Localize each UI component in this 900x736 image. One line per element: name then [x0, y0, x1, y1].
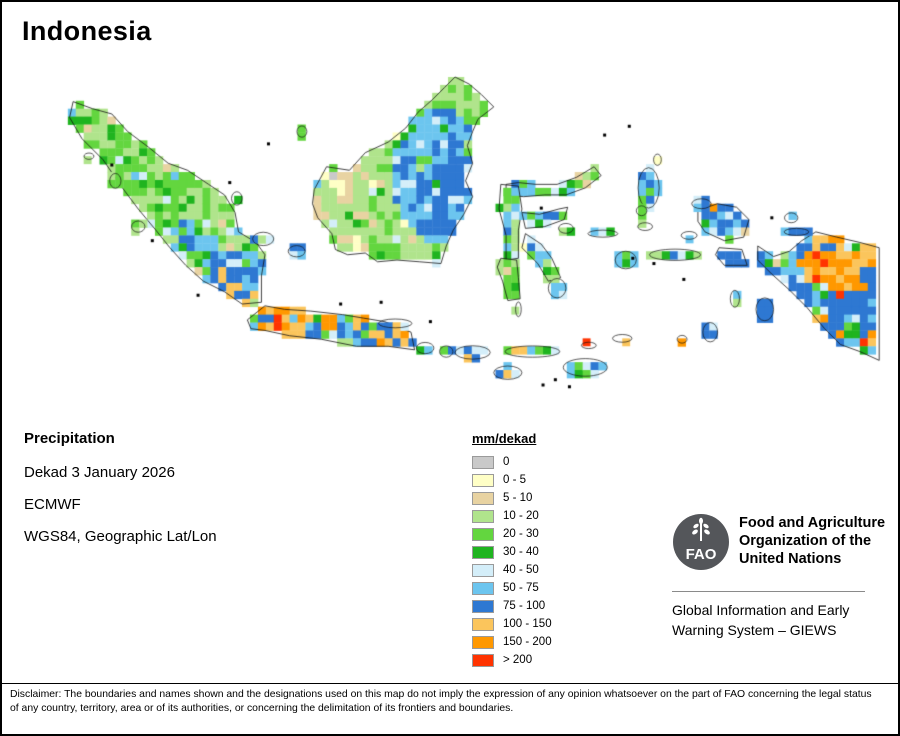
fao-name: Food and Agriculture Organization of the… — [739, 514, 885, 568]
legend-row: 75 - 100 — [472, 597, 552, 615]
fao-name-line: United Nations — [739, 551, 842, 567]
legend-label: 5 - 10 — [503, 492, 533, 504]
fao-divider — [672, 591, 865, 592]
legend: mm/dekad 0 0 - 5 5 - 10 10 - 20 20 - 30 30 - … — [472, 431, 552, 669]
layer-label: Precipitation — [24, 430, 115, 447]
legend-row: > 200 — [472, 651, 552, 669]
legend-entries: 0 0 - 5 5 - 10 10 - 20 20 - 30 30 - 40 40 - 50… — [472, 453, 552, 669]
legend-swatch — [472, 527, 494, 541]
legend-row: 20 - 30 — [472, 525, 552, 543]
legend-row: 5 - 10 — [472, 489, 552, 507]
fao-name-line: Organization of the — [739, 533, 872, 549]
legend-label: > 200 — [503, 654, 533, 666]
legend-swatch — [472, 563, 494, 577]
legend-swatch — [472, 509, 494, 523]
disclaimer-text: Disclaimer: The boundaries and names sho… — [10, 689, 872, 714]
legend-label: 75 - 100 — [503, 600, 546, 612]
legend-row: 150 - 200 — [472, 633, 552, 651]
legend-swatch — [472, 491, 494, 505]
precipitation-map — [2, 2, 898, 442]
legend-row: 0 - 5 — [472, 471, 552, 489]
page-title: Indonesia — [22, 16, 152, 46]
legend-label: 100 - 150 — [503, 618, 552, 630]
legend-row: 0 — [472, 453, 552, 471]
projection-label: WGS84, Geographic Lat/Lon — [24, 528, 217, 545]
legend-label: 30 - 40 — [503, 546, 539, 558]
period-label: Dekad 3 January 2026 — [24, 464, 175, 481]
giews-line: Warning System – GIEWS — [672, 622, 837, 638]
legend-swatch — [472, 653, 494, 667]
legend-row: 40 - 50 — [472, 561, 552, 579]
fao-logo: FAO — [673, 514, 729, 570]
disclaimer-divider — [2, 683, 898, 684]
legend-row: 30 - 40 — [472, 543, 552, 561]
legend-swatch — [472, 581, 494, 595]
legend-label: 20 - 30 — [503, 528, 539, 540]
fao-acronym: FAO — [686, 546, 717, 563]
giews-line: Global Information and Early — [672, 602, 850, 618]
giews-name: Global Information and Early Warning Sys… — [672, 600, 849, 640]
legend-label: 0 - 5 — [503, 474, 527, 486]
legend-swatch — [472, 617, 494, 631]
legend-swatch — [472, 599, 494, 613]
legend-swatch — [472, 635, 494, 649]
legend-row: 10 - 20 — [472, 507, 552, 525]
fao-logo-circle — [673, 514, 729, 570]
legend-label: 10 - 20 — [503, 510, 539, 522]
legend-label: 150 - 200 — [503, 636, 552, 648]
source-label: ECMWF — [24, 496, 81, 513]
fao-name-line: Food and Agriculture — [739, 515, 886, 531]
legend-title: mm/dekad — [472, 431, 537, 446]
wheat-grains-icon — [692, 517, 710, 535]
legend-label: 50 - 75 — [503, 582, 539, 594]
legend-swatch — [472, 473, 494, 487]
legend-swatch — [472, 455, 494, 469]
legend-label: 0 — [503, 456, 510, 468]
legend-row: 100 - 150 — [472, 615, 552, 633]
legend-swatch — [472, 545, 494, 559]
legend-label: 40 - 50 — [503, 564, 539, 576]
legend-row: 50 - 75 — [472, 579, 552, 597]
